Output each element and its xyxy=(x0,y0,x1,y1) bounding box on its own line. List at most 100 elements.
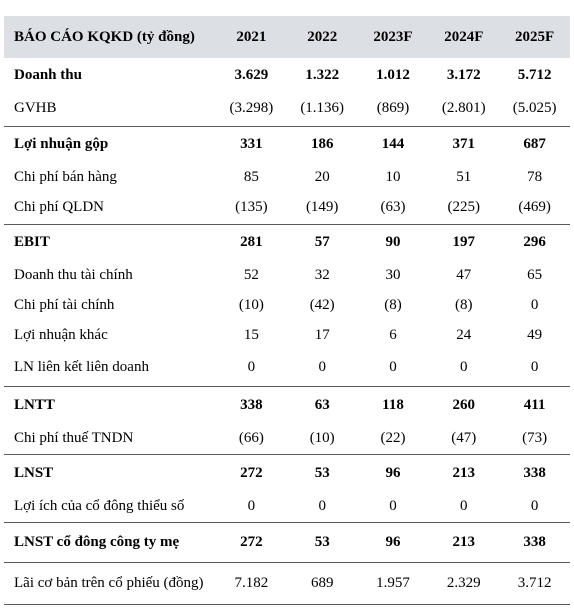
cell-value: 85 xyxy=(243,168,259,185)
row-label: LNST xyxy=(4,453,216,492)
cell-value: 47 xyxy=(456,266,472,283)
cell-value: (869) xyxy=(376,100,410,117)
cell-value: 32 xyxy=(314,266,330,283)
cell-value: 3.629 xyxy=(234,66,269,83)
income-statement-table: BÁO CÁO KQKD (tỷ đồng) 2021 2022 2023F 2… xyxy=(4,16,570,605)
row-label: Lợi nhuận khác xyxy=(14,326,108,343)
table-row: Doanh thu 3.629 1.322 1.012 3.172 5.712 xyxy=(4,58,570,92)
row-label: Chi phí QLDN xyxy=(14,199,104,216)
table-row: Lãi cơ bản trên cổ phiếu (đồng) 7.182 68… xyxy=(4,561,570,605)
cell-value: 0 xyxy=(247,359,256,376)
cell-value: 296 xyxy=(499,223,570,260)
cell-value: (2.801) xyxy=(441,100,486,117)
cell-value: 338 xyxy=(499,521,570,562)
cell-value: 0 xyxy=(530,498,539,515)
cell-value: 687 xyxy=(499,125,570,162)
cell-value: 260 xyxy=(428,385,500,424)
cell-value: 3.712 xyxy=(499,561,570,605)
cell-value: 144 xyxy=(357,125,429,162)
cell-value: 0 xyxy=(247,498,256,515)
cell-value: 6 xyxy=(389,326,397,343)
year-header: 2024F xyxy=(444,28,484,45)
cell-value: 0 xyxy=(318,498,326,515)
cell-value: 63 xyxy=(286,385,358,424)
cell-value: 213 xyxy=(428,521,500,562)
cell-value: 5.712 xyxy=(517,66,552,83)
cell-value: 20 xyxy=(314,168,330,185)
cell-value: 331 xyxy=(216,125,287,162)
table-row: Lợi nhuận gộp 331 186 144 371 687 xyxy=(4,125,570,162)
cell-value: 7.182 xyxy=(216,561,287,605)
cell-value: 10 xyxy=(385,168,401,185)
cell-value: 0 xyxy=(389,498,397,515)
year-header: 2025F xyxy=(515,28,555,45)
cell-value: 0 xyxy=(389,359,397,376)
table-row: EBIT 281 57 90 197 296 xyxy=(4,223,570,260)
cell-value: 15 xyxy=(243,326,259,343)
table-row: Doanh thu tài chính 52 32 30 47 65 xyxy=(4,260,570,290)
row-label: Lợi ích của cổ đông thiểu số xyxy=(14,498,185,515)
cell-value: 53 xyxy=(286,521,358,562)
cell-value: (42) xyxy=(309,296,335,313)
cell-value: 2.329 xyxy=(428,561,500,605)
cell-value: 0 xyxy=(460,498,468,515)
cell-value: 371 xyxy=(428,125,500,162)
cell-value: (225) xyxy=(447,199,481,216)
cell-value: (149) xyxy=(305,199,339,216)
cell-value: 90 xyxy=(357,223,429,260)
row-label: LNTT xyxy=(4,385,216,424)
cell-value: 96 xyxy=(357,453,429,492)
row-label: Doanh thu tài chính xyxy=(14,266,133,283)
table-row: LNST cổ đông công ty mẹ 272 53 96 213 33… xyxy=(4,521,570,562)
row-label: Chi phí bán hàng xyxy=(14,168,117,185)
table-row: Lợi ích của cổ đông thiểu số 0 0 0 0 0 xyxy=(4,492,570,522)
cell-value: 53 xyxy=(286,453,358,492)
cell-value: 689 xyxy=(286,561,358,605)
cell-value: 0 xyxy=(318,359,326,376)
row-label: LN liên kết liên doanh xyxy=(14,359,149,376)
row-label: Chi phí thuế TNDN xyxy=(14,430,134,447)
cell-value: 411 xyxy=(499,385,570,424)
row-label: EBIT xyxy=(4,223,216,260)
cell-value: 118 xyxy=(357,385,429,424)
cell-value: (10) xyxy=(309,430,335,447)
cell-value: 281 xyxy=(216,223,287,260)
cell-value: (1.136) xyxy=(300,100,345,117)
cell-value: 272 xyxy=(216,521,287,562)
row-label: Chi phí tài chính xyxy=(14,296,115,313)
cell-value: 30 xyxy=(385,266,401,283)
cell-value: 57 xyxy=(286,223,358,260)
cell-value: 65 xyxy=(527,266,543,283)
table-row: LNTT 338 63 118 260 411 xyxy=(4,385,570,424)
cell-value: 338 xyxy=(499,453,570,492)
cell-value: (63) xyxy=(380,199,406,216)
table-title: BÁO CÁO KQKD (tỷ đồng) xyxy=(14,28,195,45)
cell-value: 0 xyxy=(530,359,539,376)
table-row: Chi phí thuế TNDN (66) (10) (22) (47) (7… xyxy=(4,424,570,454)
row-label: Doanh thu xyxy=(14,66,82,83)
cell-value: (5.025) xyxy=(512,100,557,117)
cell-value: (135) xyxy=(235,199,268,216)
table-row: Chi phí bán hàng 85 20 10 51 78 xyxy=(4,162,570,192)
cell-value: 96 xyxy=(357,521,429,562)
row-label: Lợi nhuận gộp xyxy=(4,125,216,162)
cell-value: 17 xyxy=(314,326,330,343)
table-row: Chi phí tài chính (10) (42) (8) (8) 0 xyxy=(4,290,570,320)
cell-value: 3.172 xyxy=(446,66,481,83)
cell-value: (22) xyxy=(380,430,406,447)
cell-value: 51 xyxy=(456,168,472,185)
year-header: 2022 xyxy=(307,28,338,45)
cell-value: 197 xyxy=(428,223,500,260)
cell-value: 338 xyxy=(216,385,287,424)
cell-value: (66) xyxy=(238,430,264,447)
cell-value: 52 xyxy=(243,266,259,283)
cell-value: (47) xyxy=(451,430,477,447)
table-row: LN liên kết liên doanh 0 0 0 0 0 xyxy=(4,350,570,386)
cell-value: 272 xyxy=(216,453,287,492)
row-label: LNST cổ đông công ty mẹ xyxy=(4,521,216,562)
table-row: Lợi nhuận khác 15 17 6 24 49 xyxy=(4,320,570,350)
cell-value: (469) xyxy=(518,199,551,216)
cell-value: (3.298) xyxy=(229,100,274,117)
cell-value: (73) xyxy=(522,430,548,447)
income-statement-container: BÁO CÁO KQKD (tỷ đồng) 2021 2022 2023F 2… xyxy=(4,16,570,605)
